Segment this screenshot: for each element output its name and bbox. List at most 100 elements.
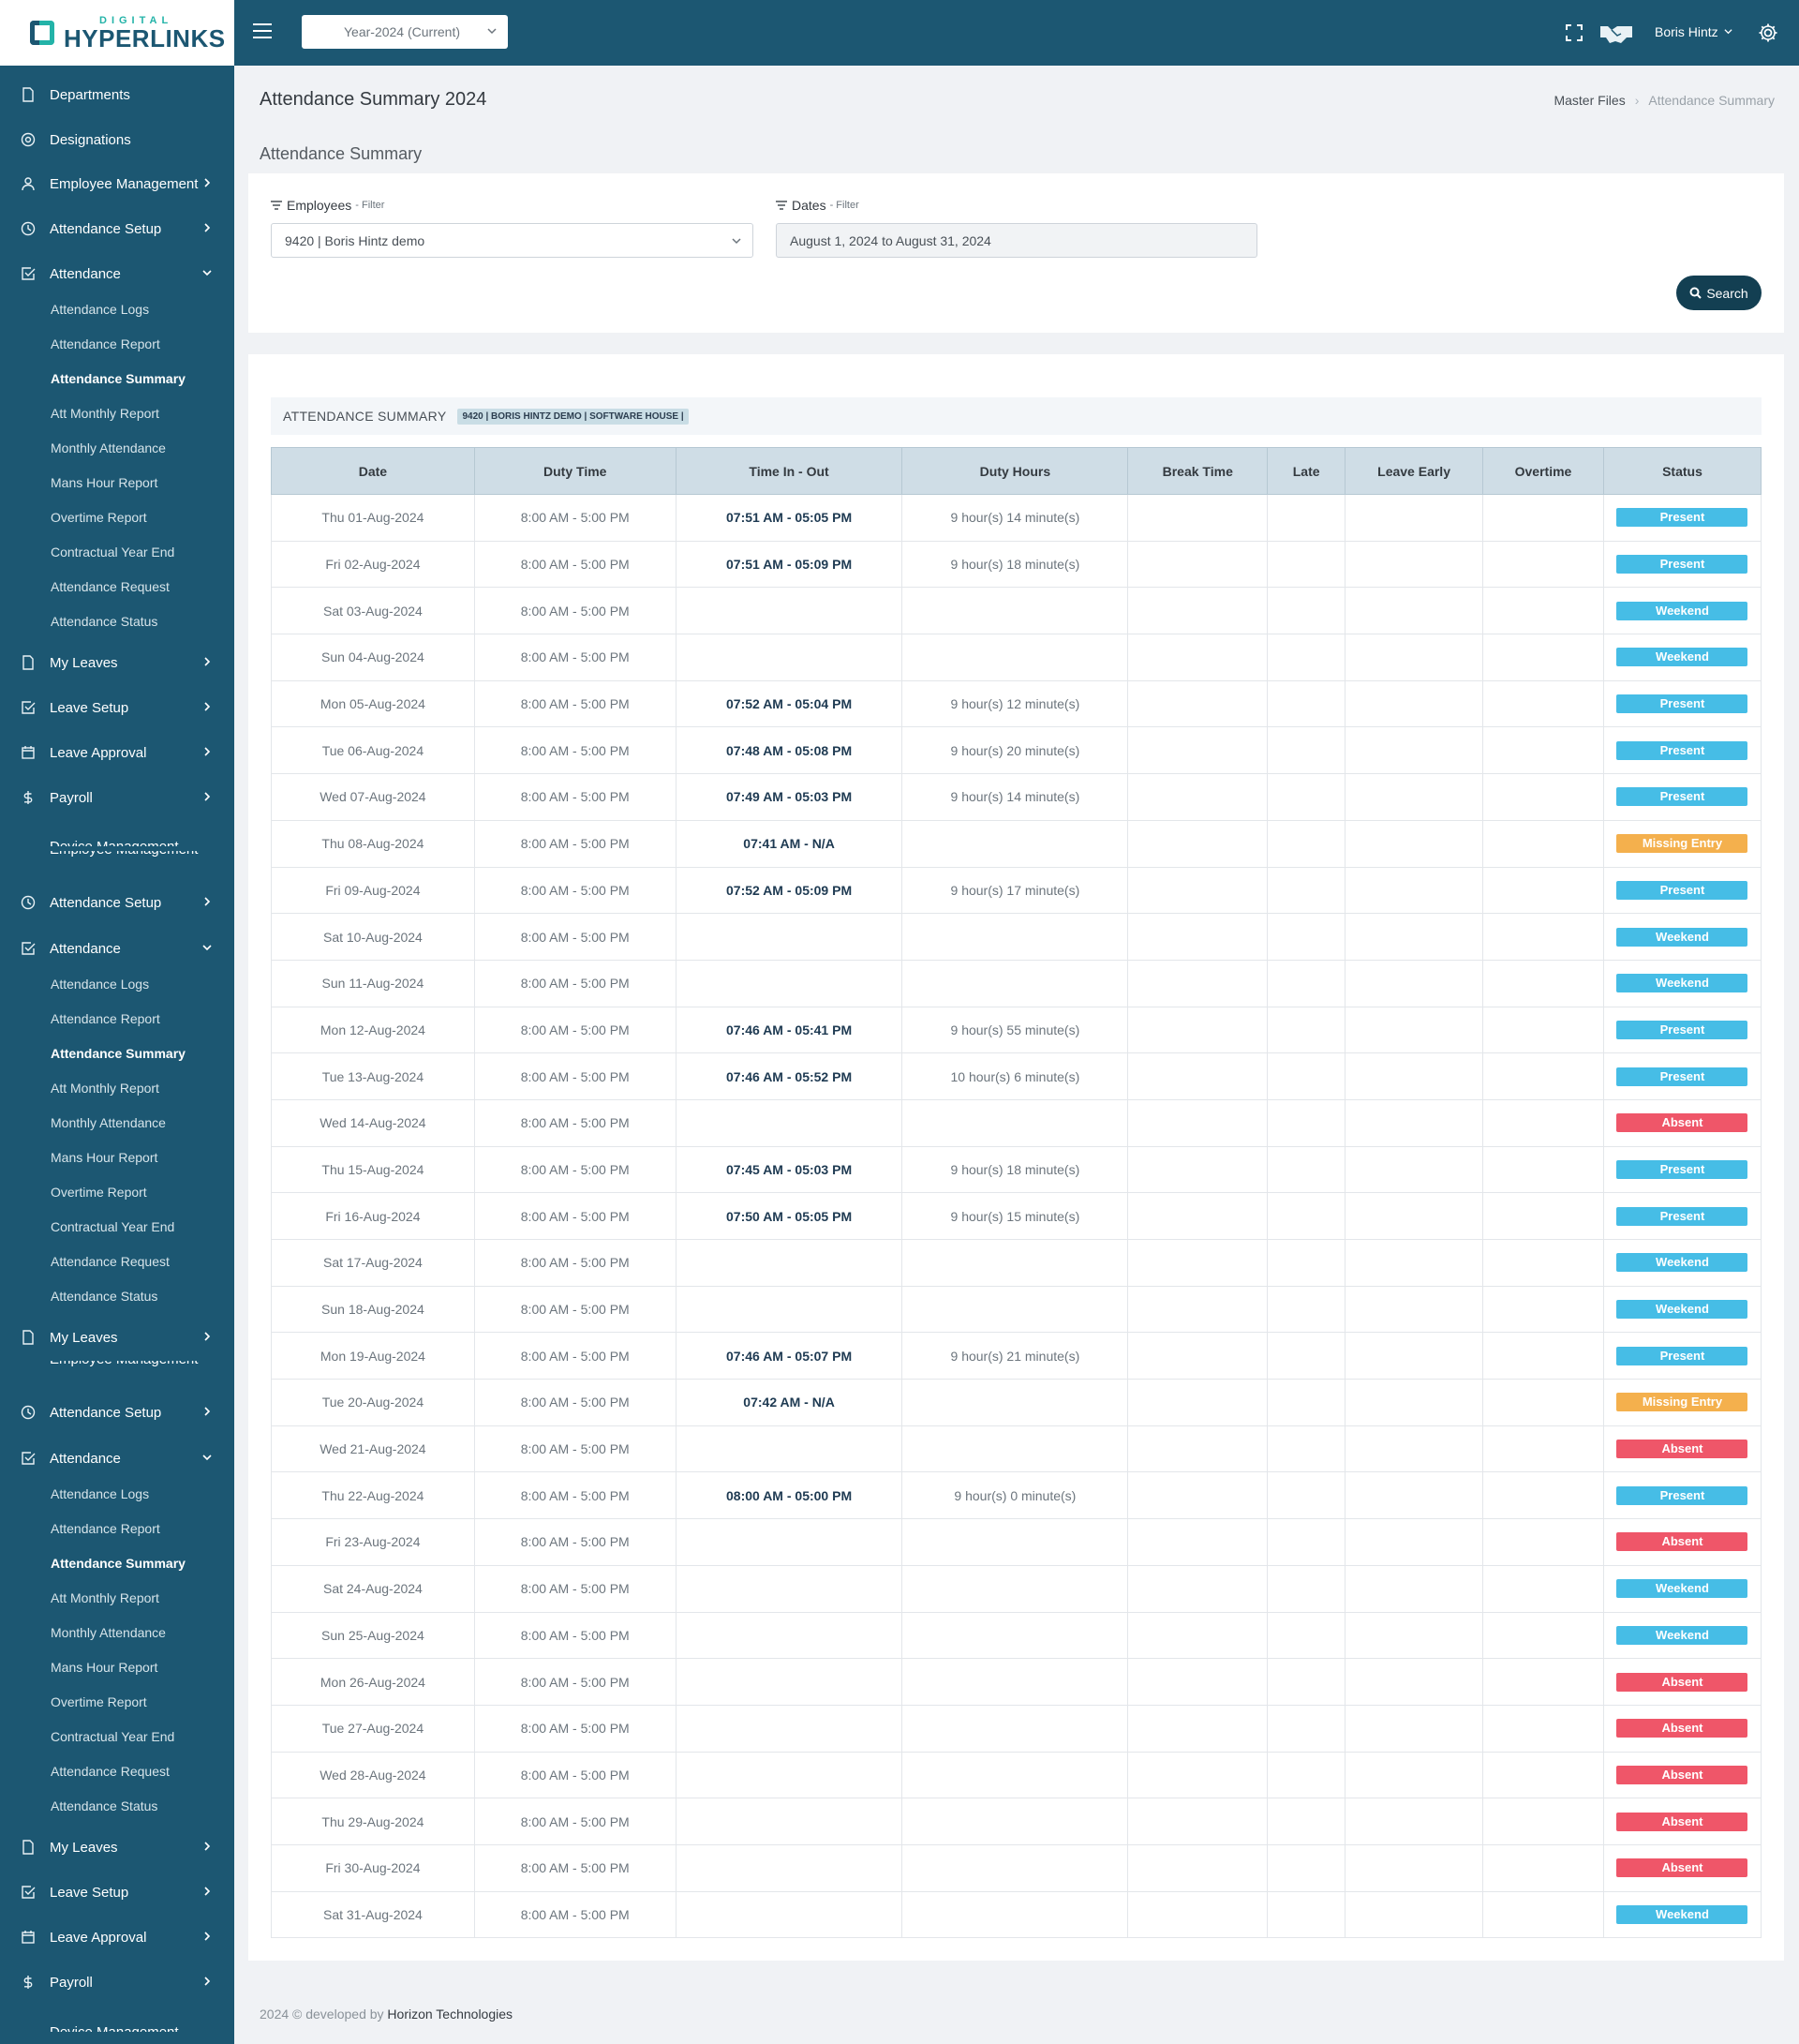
cell-late xyxy=(1267,773,1346,821)
chevron-right-icon xyxy=(204,897,211,906)
sidebar-item-attendance[interactable]: Attendance xyxy=(0,934,234,962)
sidebar-subitem-contractual-year-end[interactable]: Contractual Year End xyxy=(0,540,234,564)
gear-icon[interactable] xyxy=(1758,22,1778,43)
sidebar-subitem-monthly-attendance[interactable]: Monthly Attendance xyxy=(0,1620,234,1645)
sidebar-subitem-overtime-report[interactable]: Overtime Report xyxy=(0,1180,234,1204)
sidebar-item-departments[interactable]: Departments xyxy=(0,81,234,109)
sidebar-item-leave-approval[interactable]: Leave Approval xyxy=(0,1923,234,1951)
column-header-leave-early: Leave Early xyxy=(1345,447,1484,495)
cell-late xyxy=(1267,1704,1346,1753)
cell-duty-hours xyxy=(901,634,1129,681)
cell-break-time xyxy=(1127,1843,1269,1892)
hamburger-menu-icon[interactable] xyxy=(253,23,272,38)
sidebar-subitem-attendance-report[interactable]: Attendance Report xyxy=(0,1007,234,1031)
sidebar-subitem-att-monthly-report[interactable]: Att Monthly Report xyxy=(0,401,234,425)
sidebar-item-attendance-setup[interactable]: Attendance Setup xyxy=(0,888,234,917)
cell-overtime xyxy=(1482,1285,1604,1334)
sidebar-subitem-attendance-summary[interactable]: Attendance Summary xyxy=(0,1551,234,1575)
cell-break-time xyxy=(1127,1192,1269,1240)
sidebar-subitem-monthly-attendance[interactable]: Monthly Attendance xyxy=(0,1111,234,1135)
sidebar-subitem-mans-hour-report[interactable]: Mans Hour Report xyxy=(0,470,234,495)
date-range-input[interactable]: August 1, 2024 to August 31, 2024 xyxy=(776,223,1257,258)
sidebar-subitem-contractual-year-end[interactable]: Contractual Year End xyxy=(0,1215,234,1239)
employee-select[interactable]: 9420 | Boris Hintz demo xyxy=(271,223,753,258)
cell-duty-time: 8:00 AM - 5:00 PM xyxy=(473,1006,676,1054)
sidebar-subitem-label: Attendance Status xyxy=(51,1798,158,1813)
breadcrumb-parent[interactable]: Master Files xyxy=(1554,93,1626,108)
cell-late xyxy=(1267,1798,1346,1845)
cell-overtime xyxy=(1482,1098,1604,1147)
sidebar-item-label: Leave Setup xyxy=(50,700,129,716)
cell-overtime xyxy=(1482,1704,1604,1753)
sidebar-subitem-attendance-status[interactable]: Attendance Status xyxy=(0,1284,234,1308)
sidebar-item-leave-setup[interactable]: Leave Setup xyxy=(0,1878,234,1906)
sidebar-subitem-monthly-attendance[interactable]: Monthly Attendance xyxy=(0,436,234,460)
sidebar-subitem-attendance-report[interactable]: Attendance Report xyxy=(0,1516,234,1541)
sidebar-subitem-label: Attendance Request xyxy=(51,579,170,594)
sidebar-subitem-label: Attendance Request xyxy=(51,1253,170,1269)
sidebar-item-designations[interactable]: Designations xyxy=(0,126,234,154)
clock-icon xyxy=(21,895,36,910)
sidebar-item-payroll[interactable]: Payroll xyxy=(0,783,234,812)
footer-prefix: 2024 © developed by xyxy=(260,2007,384,2022)
sidebar-subitem-overtime-report[interactable]: Overtime Report xyxy=(0,1690,234,1714)
cell-date: Sun 25-Aug-2024 xyxy=(271,1611,475,1660)
sidebar-subitem-mans-hour-report[interactable]: Mans Hour Report xyxy=(0,1145,234,1170)
search-button[interactable]: Search xyxy=(1676,276,1762,310)
sidebar-subitem-mans-hour-report[interactable]: Mans Hour Report xyxy=(0,1655,234,1679)
sidebar-subitem-label: Overtime Report xyxy=(51,1693,147,1709)
logo[interactable]: DIGITAL HYPERLINKS xyxy=(0,0,234,66)
sidebar-subitem-overtime-report[interactable]: Overtime Report xyxy=(0,505,234,530)
sidebar-subitem-att-monthly-report[interactable]: Att Monthly Report xyxy=(0,1076,234,1100)
sidebar-subitem-attendance-status[interactable]: Attendance Status xyxy=(0,609,234,634)
cell-duty-hours xyxy=(901,819,1129,868)
cell-date: Fri 16-Aug-2024 xyxy=(271,1192,475,1240)
sidebar-item-leave-approval[interactable]: Leave Approval xyxy=(0,739,234,767)
status-badge: Present xyxy=(1616,1485,1748,1505)
sidebar-subitem-contractual-year-end[interactable]: Contractual Year End xyxy=(0,1724,234,1749)
cell-duty-time: 8:00 AM - 5:00 PM xyxy=(473,1332,676,1380)
cell-status: Absent xyxy=(1602,1658,1762,1706)
sidebar-item-leave-setup[interactable]: Leave Setup xyxy=(0,694,234,722)
user-menu[interactable]: Boris Hintz xyxy=(1655,24,1718,39)
cell-time-in-out: 07:46 AM - 05:07 PM xyxy=(675,1332,903,1380)
sidebar-subitem-attendance-request[interactable]: Attendance Request xyxy=(0,574,234,599)
sidebar-subitem-attendance-status[interactable]: Attendance Status xyxy=(0,1794,234,1818)
cell-leave-early xyxy=(1345,1006,1484,1054)
footer-company[interactable]: Horizon Technologies xyxy=(387,2007,513,2022)
sidebar-item-my-leaves[interactable]: My Leaves xyxy=(0,1323,234,1351)
sidebar-subitem-attendance-report[interactable]: Attendance Report xyxy=(0,332,234,356)
cell-duty-hours xyxy=(901,1843,1129,1892)
sidebar-item-attendance-setup[interactable]: Attendance Setup xyxy=(0,215,234,243)
sidebar-subitem-attendance-summary[interactable]: Attendance Summary xyxy=(0,366,234,391)
table-row: Fri 30-Aug-2024 8:00 AM - 5:00 PM Absent xyxy=(271,1843,1762,1892)
sidebar-subitem-attendance-logs[interactable]: Attendance Logs xyxy=(0,1482,234,1506)
fullscreen-icon[interactable] xyxy=(1565,23,1583,42)
status-badge: Missing Entry xyxy=(1616,1393,1748,1412)
sidebar-item-my-leaves[interactable]: My Leaves xyxy=(0,649,234,677)
sidebar-subitem-att-monthly-report[interactable]: Att Monthly Report xyxy=(0,1586,234,1610)
sidebar-subitem-attendance-request[interactable]: Attendance Request xyxy=(0,1759,234,1783)
sidebar-subitem-attendance-summary[interactable]: Attendance Summary xyxy=(0,1041,234,1066)
cell-duty-hours xyxy=(901,1425,1129,1473)
sidebar-item-attendance-setup[interactable]: Attendance Setup xyxy=(0,1398,234,1426)
sidebar-subitem-attendance-request[interactable]: Attendance Request xyxy=(0,1249,234,1274)
cell-duty-time: 8:00 AM - 5:00 PM xyxy=(473,773,676,821)
sidebar-subitem-attendance-logs[interactable]: Attendance Logs xyxy=(0,972,234,996)
sidebar-item-payroll[interactable]: Payroll xyxy=(0,1968,234,1996)
sidebar-subitem-label: Attendance Logs xyxy=(51,976,150,992)
sidebar-subitem-label: Attendance Report xyxy=(51,1520,160,1536)
sidebar-item-employee-management[interactable]: Employee Management xyxy=(0,170,234,198)
cell-duty-time: 8:00 AM - 5:00 PM xyxy=(473,1798,676,1845)
cell-status: Present xyxy=(1602,726,1762,775)
cell-leave-early xyxy=(1345,959,1484,1007)
chevron-right-icon xyxy=(204,178,211,187)
cell-date: Thu 29-Aug-2024 xyxy=(271,1798,475,1845)
sidebar-subitem-attendance-logs[interactable]: Attendance Logs xyxy=(0,297,234,321)
sidebar-item-attendance[interactable]: Attendance xyxy=(0,260,234,288)
year-select[interactable]: Year-2024 (Current) xyxy=(302,15,508,49)
cell-break-time xyxy=(1127,1332,1269,1380)
sidebar-item-attendance[interactable]: Attendance xyxy=(0,1444,234,1472)
sidebar-item-my-leaves[interactable]: My Leaves xyxy=(0,1833,234,1861)
handshake-icon[interactable] xyxy=(1598,21,1634,45)
